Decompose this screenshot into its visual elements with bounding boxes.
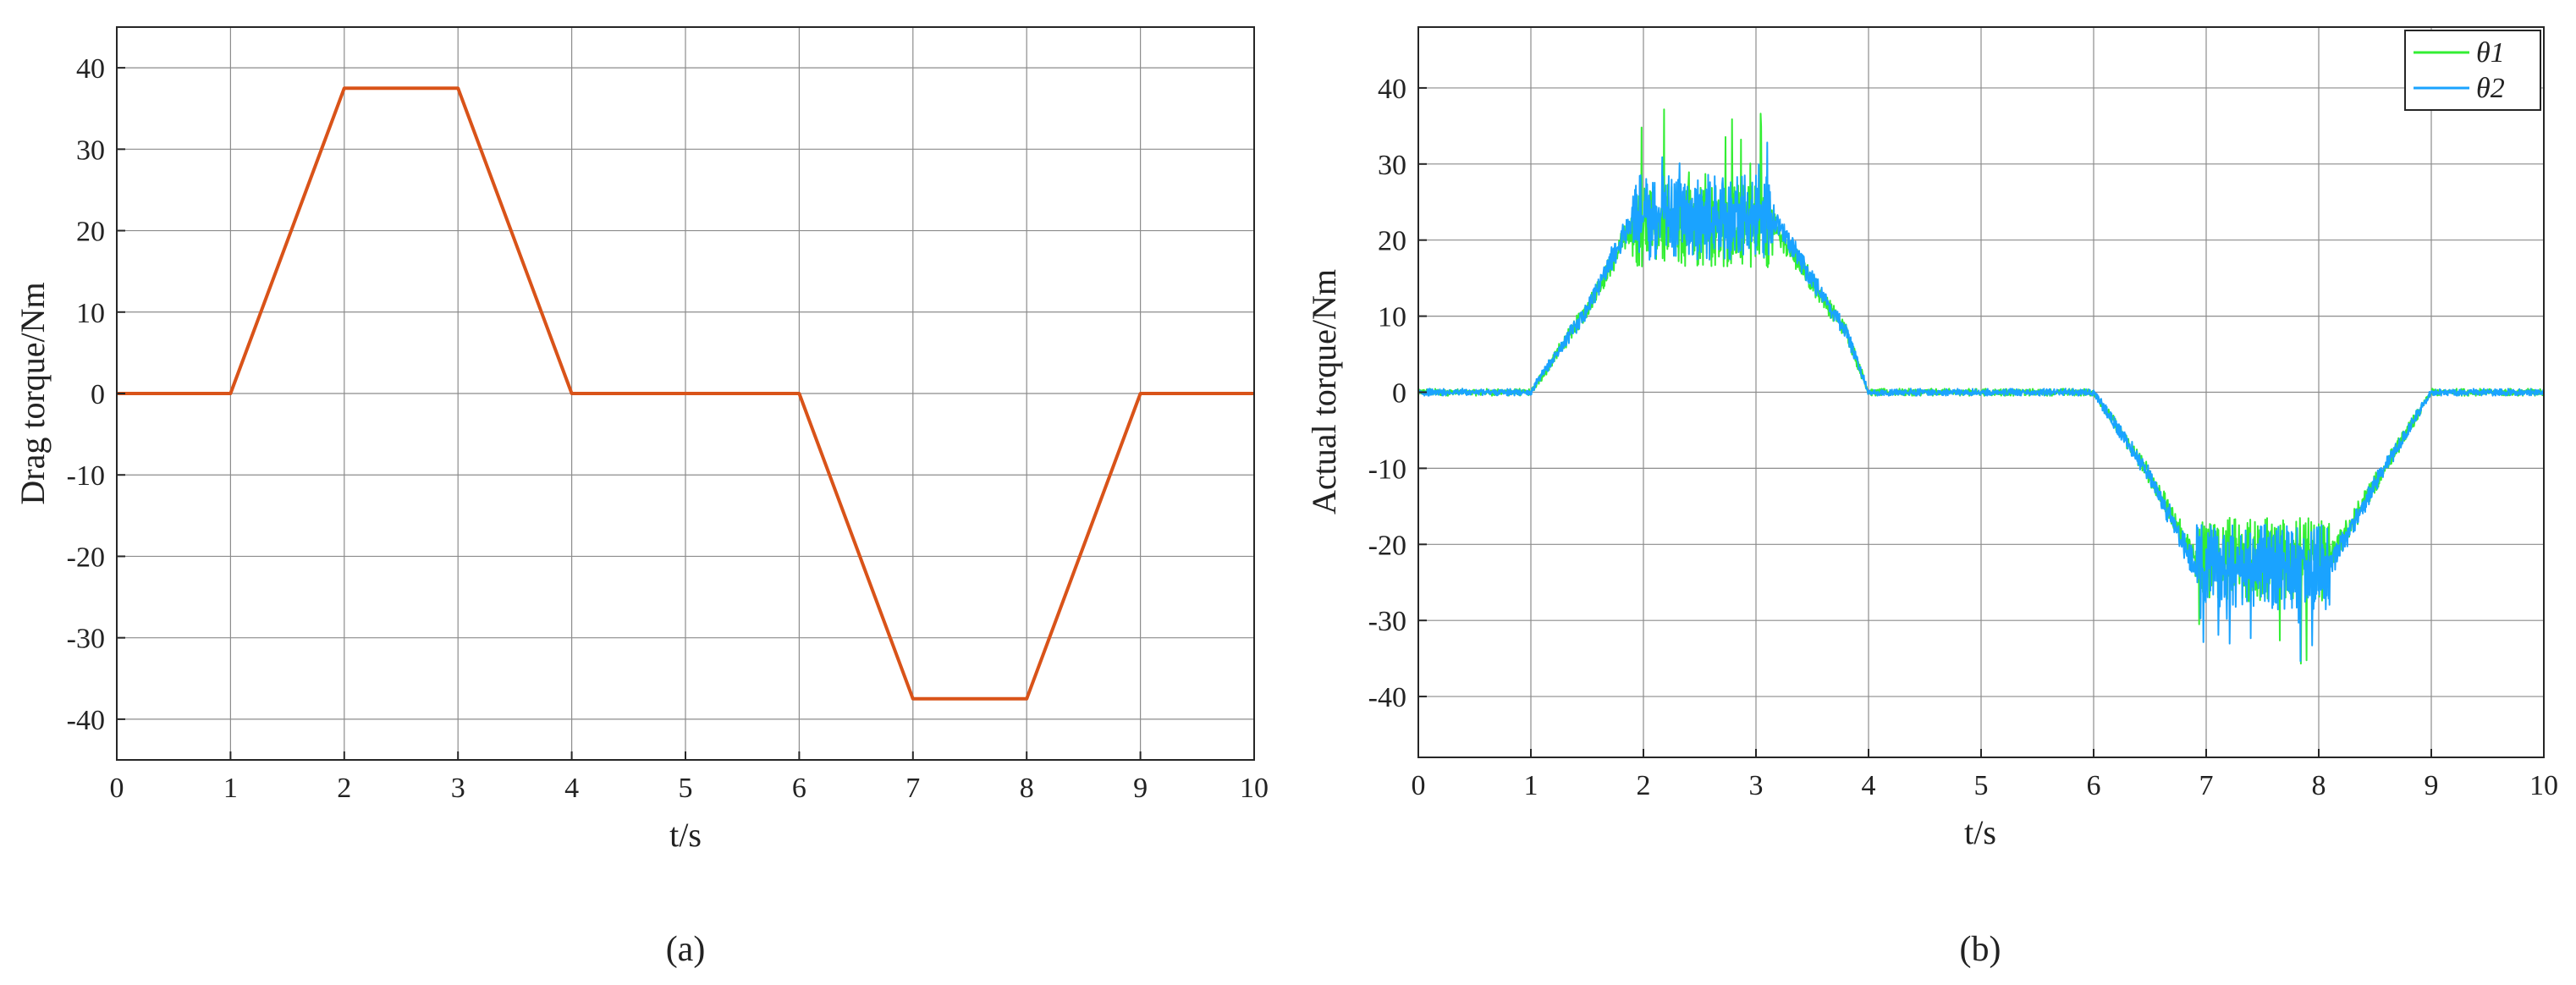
- chart-b: 0 1 2 3 4 5 6 7 8 9 10 40 30 20 10 0 -10 -20 -30 -40 t/s A…: [1305, 26, 2558, 969]
- y-tick-label: -40: [67, 705, 105, 736]
- x-tick-label: 0: [1412, 770, 1426, 801]
- y-tick-label: 30: [1378, 150, 1406, 181]
- x-tick-label: 9: [1133, 773, 1148, 804]
- x-tick-label: 9: [2425, 770, 2439, 801]
- series-line-b-1: [1417, 141, 2545, 663]
- x-tick-label: 6: [2087, 770, 2101, 801]
- chart-b-caption: (b): [1960, 930, 2001, 969]
- chart-b-legend: θ1 θ2: [2404, 30, 2541, 111]
- x-tick-label: 10: [2529, 770, 2558, 801]
- x-tick-label: 8: [1020, 773, 1034, 804]
- x-tick-label: 5: [679, 773, 693, 804]
- x-tick-label: 4: [564, 773, 579, 804]
- y-tick-label: 10: [1378, 302, 1406, 333]
- x-tick-label: 7: [905, 773, 920, 804]
- legend-label-theta2: θ2: [2476, 73, 2505, 104]
- y-tick-label: -40: [1368, 682, 1406, 713]
- y-tick-label: 20: [1378, 226, 1406, 257]
- chart-a: 0 1 2 3 4 5 6 7 8 9 10 40 30 20 10 0 -10 -20 -30 -40 t/s D…: [14, 26, 1269, 969]
- legend-label-theta1: θ1: [2476, 37, 2505, 69]
- x-tick-label: 3: [1749, 770, 1764, 801]
- y-tick-label: -30: [1368, 606, 1406, 637]
- x-tick-label: 0: [110, 773, 124, 804]
- x-tick-label: 5: [1974, 770, 1989, 801]
- y-tick-label: -20: [1368, 530, 1406, 561]
- chart-b-x-ticks: 0 1 2 3 4 5 6 7 8 9 10: [1412, 749, 2558, 801]
- chart-b-series: [1417, 108, 2545, 665]
- x-tick-label: 3: [451, 773, 465, 804]
- chart-a-y-ticks: 40 30 20 10 0 -10 -20 -30 -40: [67, 53, 125, 736]
- y-tick-label: -10: [1368, 454, 1406, 485]
- x-tick-label: 1: [1524, 770, 1538, 801]
- y-tick-label: 40: [76, 53, 105, 85]
- y-tick-label: 40: [1378, 74, 1406, 105]
- y-tick-label: 0: [91, 379, 105, 410]
- chart-a-x-axis-label: t/s: [669, 816, 702, 854]
- y-tick-label: 30: [76, 135, 105, 166]
- x-tick-label: 10: [1240, 773, 1269, 804]
- y-tick-label: 20: [76, 217, 105, 248]
- y-tick-label: -20: [67, 542, 105, 573]
- chart-b-y-axis-label: Actual torque/Nm: [1305, 269, 1343, 515]
- y-tick-label: -30: [67, 624, 105, 655]
- x-tick-label: 8: [2312, 770, 2326, 801]
- chart-a-x-ticks: 0 1 2 3 4 5 6 7 8 9 10: [110, 751, 1269, 804]
- y-tick-label: 10: [76, 298, 105, 329]
- legend-box: [2404, 30, 2541, 111]
- chart-a-caption: (a): [666, 930, 706, 969]
- x-tick-label: 7: [2199, 770, 2214, 801]
- x-tick-label: 1: [223, 773, 238, 804]
- x-tick-label: 6: [792, 773, 806, 804]
- x-tick-label: 2: [1637, 770, 1651, 801]
- chart-b-y-ticks: 40 30 20 10 0 -10 -20 -30 -40: [1368, 74, 1427, 713]
- x-tick-label: 4: [1862, 770, 1876, 801]
- chart-b-x-axis-label: t/s: [1964, 813, 1996, 851]
- chart-a-y-axis-label: Drag torque/Nm: [14, 282, 52, 504]
- y-tick-label: 0: [1392, 378, 1406, 410]
- series-line-a-0: [117, 86, 1254, 701]
- x-tick-label: 2: [337, 773, 351, 804]
- y-tick-label: -10: [67, 460, 105, 492]
- chart-a-series: [117, 86, 1254, 701]
